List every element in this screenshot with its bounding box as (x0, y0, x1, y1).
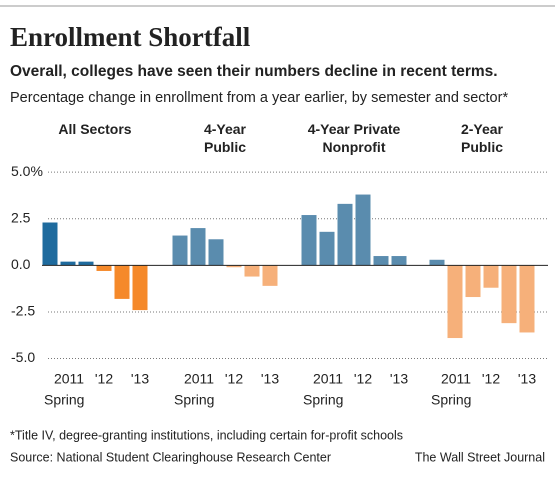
x-tick-label: '12 (225, 371, 243, 387)
credit: The Wall Street Journal (415, 450, 545, 464)
bar (132, 265, 148, 311)
x-note: Spring (431, 392, 471, 408)
x-tick-label: 2011 (441, 371, 471, 387)
x-note: Spring (174, 392, 214, 408)
footnote: *Title IV, degree-granting institutions,… (10, 428, 403, 442)
x-tick-label: 2011 (54, 371, 84, 387)
bar (337, 203, 353, 266)
x-tick-label: '12 (354, 371, 372, 387)
x-tick-label: '13 (518, 371, 536, 387)
panel-title: 2-Year Public (460, 121, 504, 155)
x-note: Spring (44, 392, 84, 408)
bar (42, 222, 58, 266)
bar (114, 265, 130, 299)
panel-title: 4-Year Private Nonprofit (307, 121, 401, 155)
subtitle: Overall, colleges have seen their number… (10, 63, 498, 80)
bar (208, 239, 224, 266)
x-tick-label: '13 (261, 371, 279, 387)
bar (96, 265, 112, 271)
x-tick-label: 2011 (184, 371, 214, 387)
bar (78, 261, 94, 266)
bar (301, 215, 317, 266)
bar (226, 265, 242, 268)
y-tick-label: 0.0 (11, 256, 31, 272)
y-tick-label: -5.0 (11, 349, 35, 365)
panel-title: 4-Year Public (203, 121, 247, 155)
x-note: Spring (303, 392, 343, 408)
bar (483, 265, 499, 288)
x-tick-label: '13 (131, 371, 149, 387)
bar (465, 265, 481, 298)
y-tick-label: 2.5 (11, 209, 31, 225)
bar (190, 228, 206, 266)
x-tick-label: 2011 (313, 371, 343, 387)
bar (391, 256, 407, 266)
bar (319, 231, 335, 266)
bar (244, 265, 260, 277)
source: Source: National Student Clearinghouse R… (10, 450, 331, 464)
x-tick-label: '12 (95, 371, 113, 387)
description: Percentage change in enrollment from a y… (10, 90, 508, 106)
panel-title: All Sectors (58, 121, 132, 137)
bar (355, 194, 371, 266)
bar (373, 256, 389, 266)
bar (447, 265, 463, 339)
bar (172, 235, 188, 266)
bar (519, 265, 535, 333)
bar (60, 261, 76, 266)
bar (429, 259, 445, 266)
bar (501, 265, 517, 324)
x-tick-label: '12 (482, 371, 500, 387)
x-tick-label: '13 (390, 371, 408, 387)
y-tick-label: -2.5 (11, 303, 35, 319)
y-tick-label: 5.0% (11, 163, 43, 179)
bar (262, 265, 278, 286)
title: Enrollment Shortfall (10, 22, 251, 52)
